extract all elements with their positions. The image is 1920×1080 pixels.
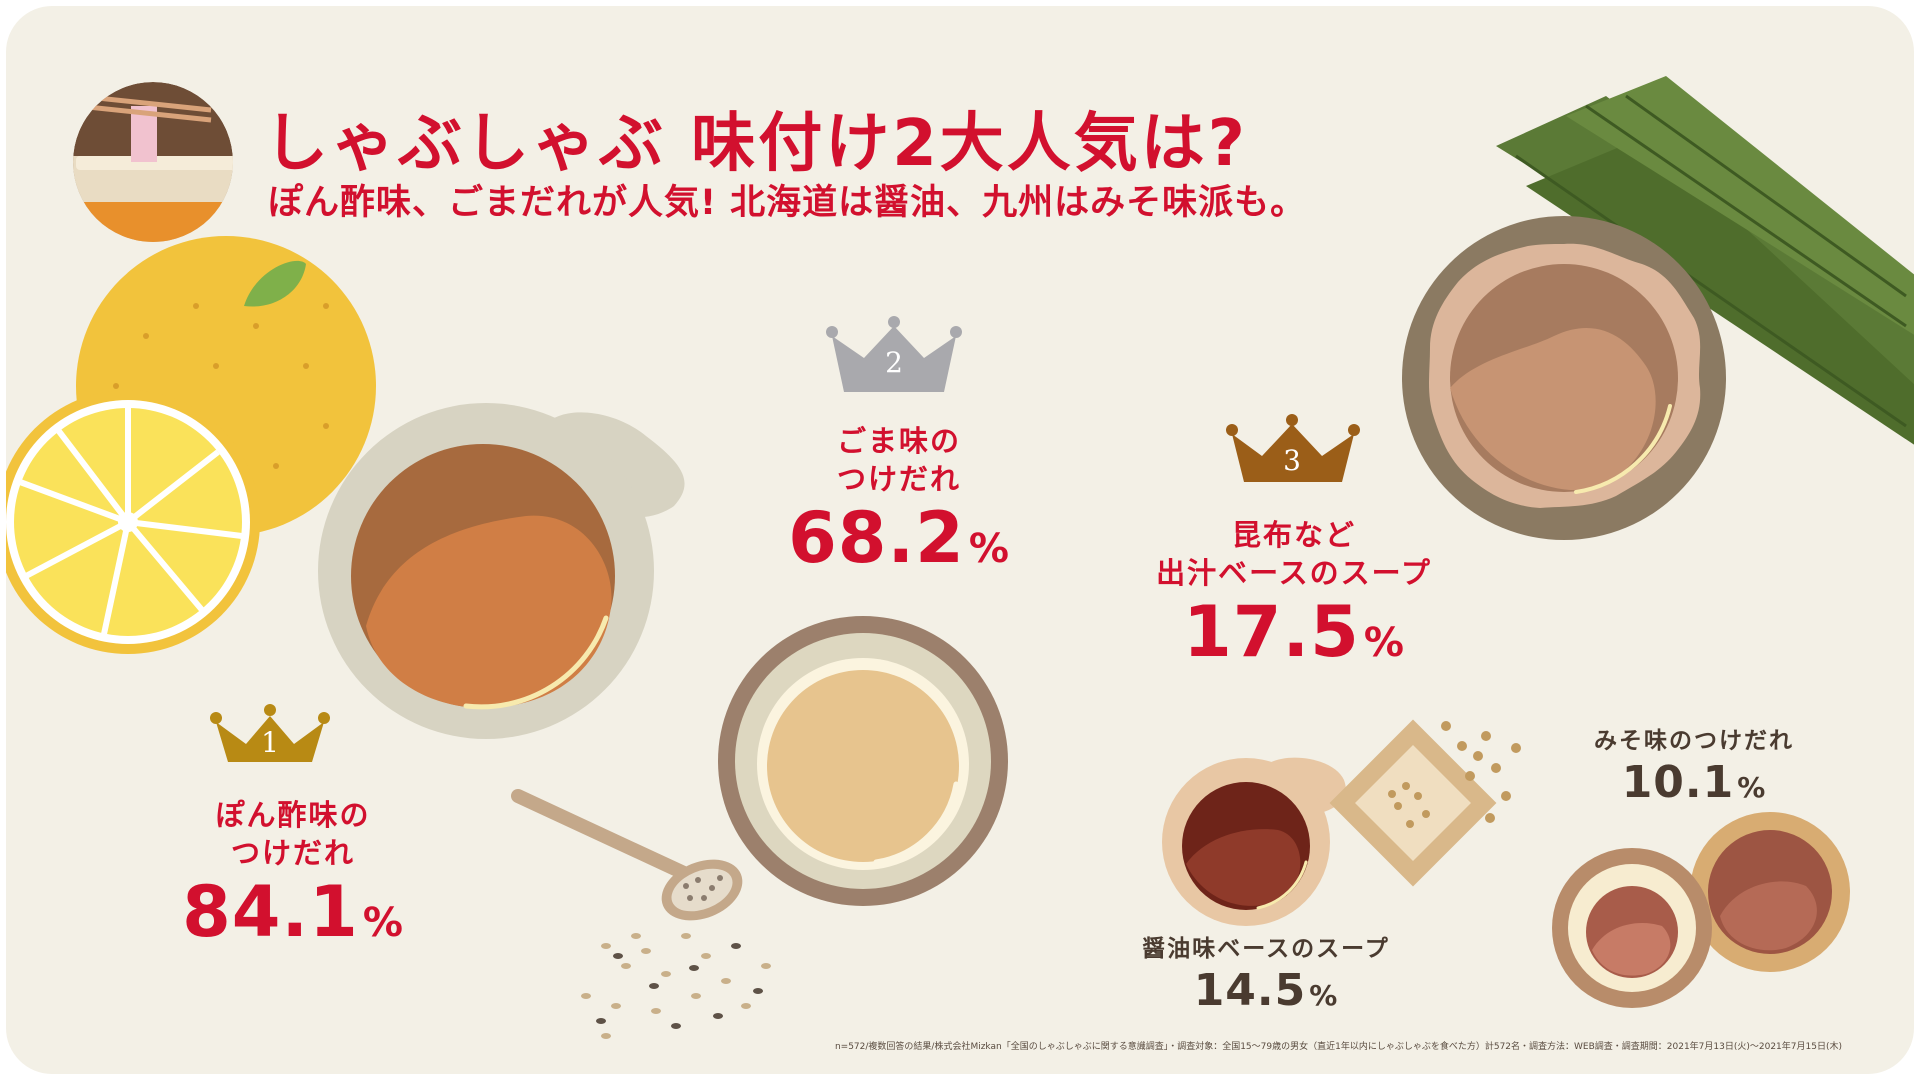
ranking-value: 17.5 [1183, 591, 1360, 673]
miso-sauce-bowl-icon [1552, 812, 1850, 1008]
illustration-layer [6, 76, 1914, 1039]
ranking-item-dashi: 昆布など 出汁ベースのスープ 17.5% [1134, 516, 1454, 683]
other-name: みそ味のつけだれ [1594, 728, 1794, 754]
sesame-spoon-icon [511, 789, 771, 1039]
infographic-card: しゃぶしゃぶ 味付け2大人気は? ぽん酢味、ごまだれが人気! 北海道は醤油、九州… [6, 6, 1914, 1074]
ranking-percentage: 17.5% [1134, 592, 1454, 683]
other-item-soy: 醤油味ベースのスープ 14.5% [1116, 934, 1416, 1023]
ranking-unit: % [968, 526, 1010, 572]
other-item-miso: みそ味のつけだれ 10.1% [1564, 726, 1824, 815]
ranking-percentage: 68.2% [784, 498, 1014, 589]
ranking-unit: % [1363, 620, 1405, 666]
page-subtitle: ぽん酢味、ごまだれが人気! 北海道は醤油、九州はみそ味派も。 [268, 183, 1307, 223]
page-title: しゃぶしゃぶ 味付け2大人気は? [264, 107, 1248, 181]
ranking-value: 84.1 [182, 871, 359, 953]
ranking-name-line1: 昆布など [1231, 518, 1356, 552]
ponzu-sauce-bowl-icon [318, 403, 685, 739]
other-unit: % [1737, 771, 1767, 804]
other-value: 10.1 [1621, 757, 1735, 808]
rank-number-2: 2 [885, 346, 903, 379]
ranking-percentage: 84.1% [178, 872, 408, 963]
other-unit: % [1309, 979, 1339, 1012]
other-percentage: 10.1% [1564, 756, 1824, 815]
soybean-box-icon [1329, 719, 1521, 887]
ranking-name-line2: 出汁ベースのスープ [1156, 556, 1432, 590]
shabu-shabu-pot-icon [73, 82, 233, 242]
ranking-name-line2: つけだれ [230, 836, 355, 870]
ranking-name-line1: ごま味の [836, 424, 961, 458]
ranking-item-ponzu: ぽん酢味の つけだれ 84.1% [178, 796, 408, 963]
other-value: 14.5 [1193, 965, 1307, 1016]
other-percentage: 14.5% [1116, 964, 1416, 1023]
sesame-sauce-bowl-icon [718, 616, 1008, 906]
ranking-name-line1: ぽん酢味の [215, 798, 371, 832]
survey-footnote: n=572/複数回答の結果/株式会社Mizkan「全国のしゃぶしゃぶに関する意識… [834, 1042, 1842, 1052]
kombu-icon [1496, 76, 1914, 445]
ranking-item-sesame: ごま味の つけだれ 68.2% [784, 422, 1014, 589]
crown-gold-icon [210, 704, 330, 762]
rank-number-1: 1 [261, 726, 279, 759]
soy-sauce-bowl-icon [1162, 757, 1346, 926]
rank-number-3: 3 [1283, 444, 1301, 477]
dashi-soup-bowl-icon [1402, 216, 1726, 540]
other-name: 醤油味ベースのスープ [1142, 936, 1390, 962]
ranking-value: 68.2 [788, 497, 965, 579]
crown-bronze-icon [1226, 414, 1360, 482]
crown-silver-icon [826, 316, 962, 392]
ranking-unit: % [362, 900, 404, 946]
yuzu-citrus-icon [6, 236, 376, 654]
ranking-name-line2: つけだれ [836, 462, 961, 496]
